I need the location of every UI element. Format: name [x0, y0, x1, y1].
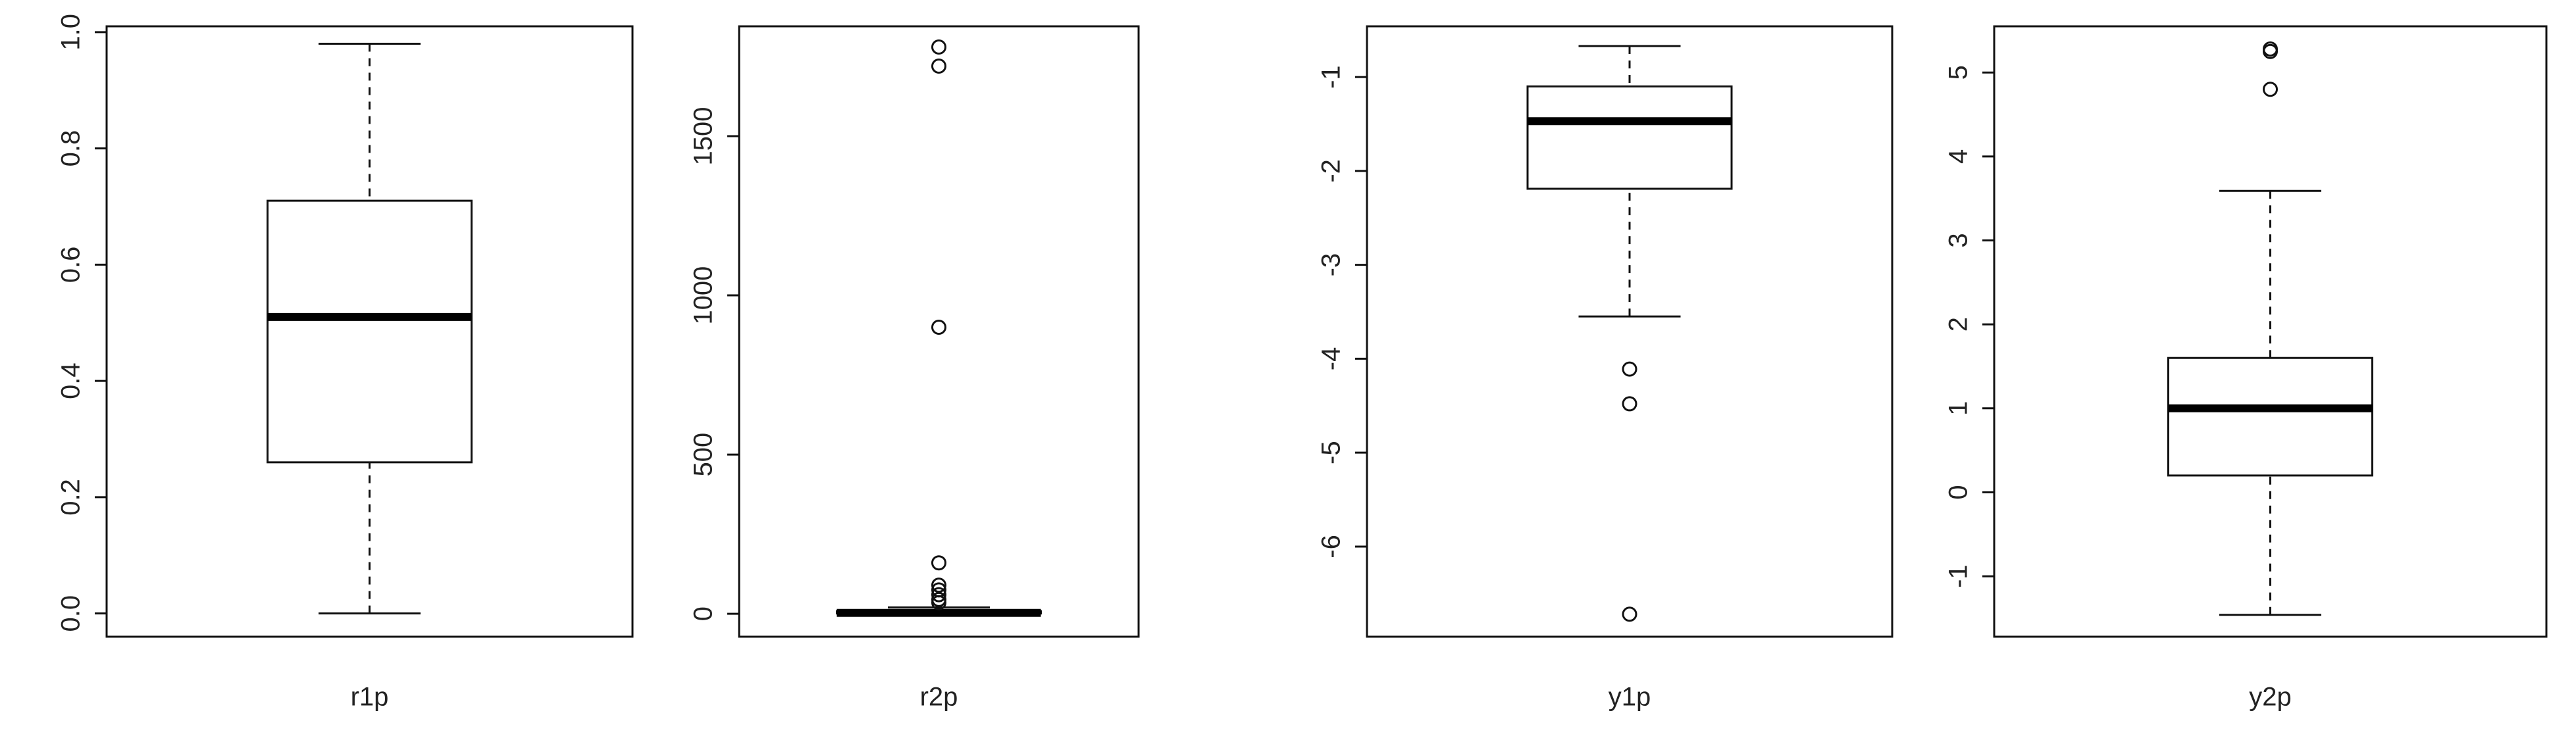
outlier [931, 578, 946, 593]
y-tick-label: 500 [689, 433, 718, 477]
outlier [1622, 396, 1637, 412]
y-tick-label: -4 [1317, 347, 1346, 371]
box [267, 199, 473, 464]
y-tick-label: 0 [689, 606, 718, 621]
outlier [1622, 361, 1637, 377]
y-tick-label: 4 [1944, 149, 1973, 164]
y-tick-label: -3 [1317, 253, 1346, 277]
outlier [931, 39, 946, 55]
outlier [2263, 43, 2278, 59]
plot-frame [738, 25, 1140, 638]
y-tick-label: 0.0 [57, 595, 86, 632]
y-tick-label: 0 [1944, 485, 1973, 499]
y-tick-label: 1000 [689, 266, 718, 325]
x-axis-label: r2p [920, 683, 958, 712]
y-tick-label: 5 [1944, 65, 1973, 80]
plot-frame [1993, 25, 2548, 638]
x-axis-label: y1p [1609, 683, 1651, 712]
plot-frame [105, 25, 634, 638]
outlier [931, 555, 946, 571]
y-tick-label: 2 [1944, 317, 1973, 332]
outlier [931, 587, 946, 603]
y-tick-label: 0.2 [57, 479, 86, 516]
y-tick-label: 1500 [689, 107, 718, 166]
outlier [1622, 606, 1637, 622]
y-tick-label: -2 [1317, 159, 1346, 183]
y-tick-label: 1 [1944, 401, 1973, 416]
x-axis-label: y2p [2249, 683, 2292, 712]
box [2167, 357, 2373, 477]
outlier [931, 59, 946, 74]
outlier [931, 319, 946, 335]
y-tick-label: 0.6 [57, 247, 86, 283]
y-tick-label: -1 [1317, 65, 1346, 89]
outlier [931, 595, 946, 610]
y-tick-label: -1 [1944, 564, 1973, 588]
y-tick-label: -6 [1317, 535, 1346, 558]
y-tick-label: 3 [1944, 233, 1973, 247]
y-tick-label: 1.0 [57, 14, 86, 51]
y-tick-label: 0.8 [57, 130, 86, 167]
box [1526, 85, 1733, 190]
outlier [2263, 82, 2278, 97]
y-tick-label: 0.4 [57, 362, 86, 399]
plot-frame [1366, 25, 1893, 638]
x-axis-label: r1p [351, 683, 389, 712]
y-tick-label: -5 [1317, 441, 1346, 464]
